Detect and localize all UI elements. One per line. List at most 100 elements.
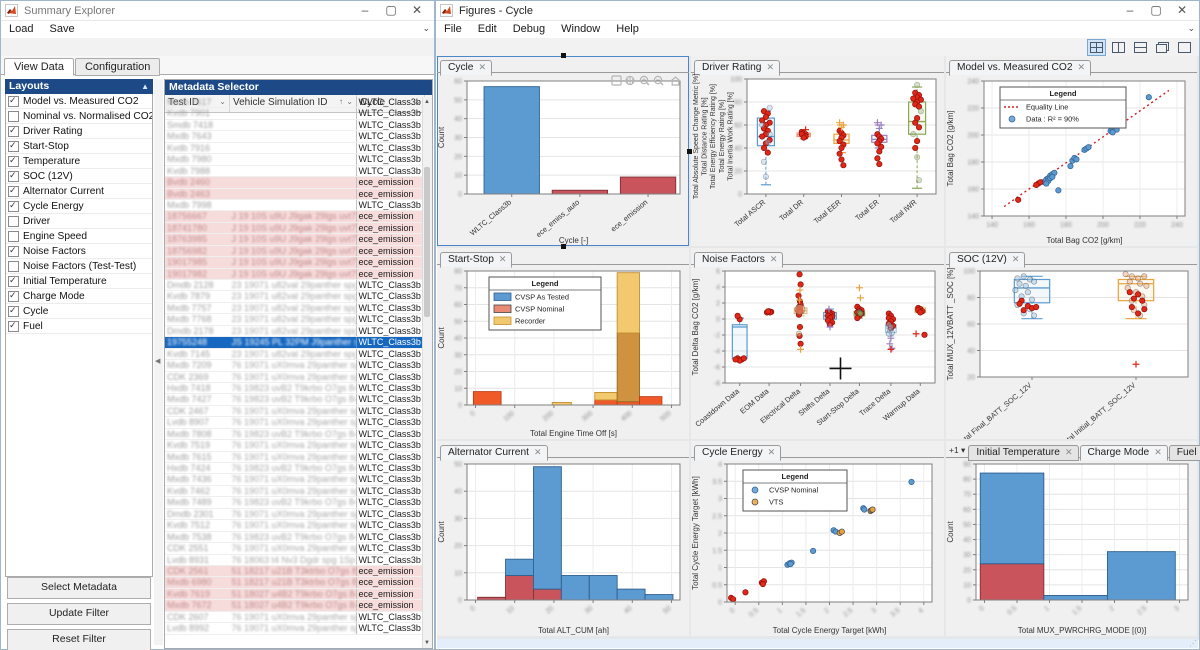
table-row[interactable]: Dmdb 2178 23 19071 u82val 29panther spg 1… [165, 325, 423, 338]
minimize-icon[interactable]: – [361, 2, 369, 17]
figure-tab-driver-rating[interactable]: Driver Rating ✕ [694, 60, 780, 76]
menu-item-debug[interactable]: Debug [512, 23, 546, 35]
table-row[interactable]: Kvdb 7462 76 19071 uX0mva 29panther spg 1… [165, 485, 423, 498]
checkbox-unchecked-icon[interactable] [8, 110, 19, 122]
menu-item-file[interactable]: File [444, 23, 462, 35]
plot-area-driver-rating[interactable]: 0 20 40 60 80 100 Total ASCR Total DR Total EER T… [691, 73, 944, 251]
tab-close-icon[interactable]: ✕ [769, 254, 778, 264]
filter-chevron-icon[interactable]: ⌄ [414, 97, 421, 106]
table-row[interactable]: Mxdb 7998 WLTC_Class3b [165, 199, 423, 212]
menu-item-load[interactable]: Load [9, 23, 34, 35]
layout-item[interactable]: Nominal vs. Normalised CO2 [6, 109, 152, 124]
checkbox-checked-icon[interactable] [8, 245, 19, 257]
figure-tab-noise-factors[interactable]: Noise Factors ✕ [694, 252, 784, 268]
tab-close-icon[interactable]: ✕ [1154, 447, 1162, 457]
table-row[interactable]: 18763985 J 19 10S u9U J9gak 29lgs uvt75 A… [165, 234, 423, 246]
maximize-icon[interactable]: ▢ [1150, 2, 1162, 17]
table-row[interactable]: Dmdb 2128 23 19071 u82val 29panther spg 1… [165, 280, 423, 292]
table-row[interactable]: Mxdb 7617 WLTC_Class3b [165, 97, 423, 109]
chart-alternator-current[interactable]: 0 10 20 30 40 50 0 10 20 30 40 50 Total ALT_CUM [ah]… [437, 458, 689, 636]
chart-start-stop[interactable]: 0 10 20 30 40 50 60 70 80 0 100 200 300 400 500 Total E… [437, 265, 689, 439]
checkbox-checked-icon[interactable] [8, 320, 19, 332]
table-row[interactable]: Mxdb 7615 76 19071 uX0mva 29panther spg 1… [165, 451, 423, 463]
tab-close-icon[interactable]: ✕ [766, 62, 774, 72]
table-row[interactable]: Mxdb 7768 23 19071 u82val 29panther spg 1… [165, 314, 423, 326]
table-row[interactable]: 18741780 J 19 10S u9U J9gak 29lgs uvt75 A… [165, 222, 423, 235]
checkbox-unchecked-icon[interactable] [8, 230, 19, 242]
layout-item[interactable]: Noise Factors [6, 244, 152, 259]
layout-item[interactable]: Cycle [6, 304, 152, 319]
layout-item[interactable]: Start-Stop [6, 139, 152, 154]
title-bar[interactable]: Figures - Cycle – ▢ ✕ [436, 1, 1199, 21]
title-bar[interactable]: Summary Explorer – ▢ ✕ [1, 1, 434, 21]
table-row[interactable]: CDK 2369 76 19071 uX0mva 29panther spg 15… [165, 371, 423, 383]
toolstrip-collapse-icon[interactable]: ⌄ [422, 23, 430, 33]
tab-close-icon[interactable]: ✕ [533, 447, 542, 457]
table-row[interactable]: Mxdb 7209 76 19071 uX0mva 29panther spg 1… [165, 360, 423, 372]
plot-area-cycle[interactable]: 0 10 20 30 40 50 60 WLTC_Class3b ece_emiss_auto e… [437, 73, 689, 251]
table-row[interactable]: Mxdb 7980 WLTC_Class3b [165, 154, 423, 166]
checkbox-checked-icon[interactable] [8, 140, 19, 152]
filter-chevron-icon[interactable]: ⌄ [346, 97, 353, 106]
layout-item[interactable]: Driver [6, 214, 152, 229]
tab-close-icon[interactable]: ✕ [1077, 62, 1086, 72]
checkbox-checked-icon[interactable] [8, 200, 19, 212]
tab-overflow-badge[interactable]: +1 ▾ [949, 445, 966, 455]
layout-item[interactable]: SOC (12V) [6, 169, 152, 184]
table-row[interactable]: Dmdb 2301 76 19071 uX0mva 29panther spg 1… [165, 508, 423, 521]
layout-item[interactable]: Alternator Current [6, 184, 152, 199]
chart-cycle[interactable]: 0 10 20 30 40 50 60 WLTC_Class3b ece_emiss_auto e… [437, 73, 689, 246]
layouts-panel-header[interactable]: Layouts ▲ [5, 79, 153, 94]
tab-view-data[interactable]: View Data [4, 58, 74, 76]
layout-item[interactable]: Charge Mode [6, 289, 152, 304]
table-row[interactable]: 19755248 JS 19245 PL 32PM J9panther spg 1… [165, 337, 423, 349]
split-rows-icon[interactable] [1131, 39, 1150, 56]
plot-area-start-stop[interactable]: 0 10 20 30 40 50 60 70 80 0 100 200 300 400 500 Total E… [437, 265, 689, 444]
table-row[interactable]: CDK 2561 51 18217 u21B T3ktrbo O7gs 84 de… [165, 565, 423, 578]
filter-chevron-icon[interactable]: ⌄ [219, 97, 226, 106]
checkbox-checked-icon[interactable] [8, 305, 19, 317]
resize-handle[interactable] [561, 53, 566, 58]
menu-item-save[interactable]: Save [49, 23, 75, 35]
chart-charge-mode[interactable]: 0 10 20 30 40 50 60 70 80 90 0 0.5 1 1.5 2 2.5 3 Total MU… [946, 458, 1197, 636]
table-row[interactable]: CDK 2607 76 19071 uX0mva 29panther spg WLT… [165, 611, 423, 624]
menu-item-window[interactable]: Window [561, 23, 601, 35]
resize-handle[interactable] [687, 149, 692, 154]
scrollbar-thumb[interactable] [424, 167, 430, 317]
scroll-down-icon[interactable]: ▼ [424, 640, 430, 646]
tab-close-icon[interactable]: ✕ [498, 254, 507, 264]
panel-splitter[interactable]: ◀ [154, 79, 163, 645]
layout-item[interactable]: Model vs. Measured CO2 [6, 94, 152, 109]
tab-close-icon[interactable]: ✕ [1011, 254, 1020, 264]
figure-tab-soc-12v-[interactable]: SOC (12V) ✕ [949, 252, 1026, 268]
table-row[interactable]: Kvdb 7145 23 19071 u82val 29panther spg 1… [165, 348, 423, 361]
minimize-icon[interactable]: – [1126, 2, 1134, 17]
tab-close-icon[interactable]: ✕ [478, 62, 487, 72]
checkbox-unchecked-icon[interactable] [8, 260, 19, 272]
tab-close-icon[interactable]: ✕ [767, 447, 776, 457]
table-row[interactable]: Mxdb 7643 WLTC_Class3b [165, 131, 423, 143]
resize-handle[interactable] [561, 244, 566, 249]
table-row[interactable]: Kvdb 7988 WLTC_Class3b [165, 165, 423, 178]
close-icon[interactable]: ✕ [1176, 2, 1188, 17]
cascade-icon[interactable] [1153, 39, 1172, 56]
figure-tab-start-stop[interactable]: Start-Stop ✕ [440, 252, 513, 268]
maximize-icon[interactable]: ▢ [385, 2, 397, 17]
tab-close-icon[interactable]: ✕ [1064, 447, 1073, 457]
table-row[interactable]: Lvdb 8907 76 19071 uX0mva 29panther spg 1… [165, 417, 423, 429]
grid-2x2-icon[interactable] [1087, 39, 1106, 56]
table-row[interactable]: Kvdb 7916 WLTC_Class3b [165, 142, 423, 155]
plot-area-cycle-energy[interactable]: 0 0.5 1 1.5 2 2.5 3 3.5 4 0 0.5 1 1.5 2 2.5 3 3.5 4 Total … [691, 458, 944, 641]
checkbox-checked-icon[interactable] [8, 275, 19, 287]
plot-area-alternator-current[interactable]: 0 10 20 30 40 50 0 10 20 30 40 50 Total ALT_CUM [ah]… [437, 458, 689, 641]
table-row[interactable]: Mxdb 7436 76 19071 uX0mva 29panther spg 1… [165, 474, 423, 486]
table-row[interactable]: Bvdb 2463 ece_emission [165, 188, 423, 200]
layout-item[interactable]: Initial Temperature [6, 274, 152, 289]
